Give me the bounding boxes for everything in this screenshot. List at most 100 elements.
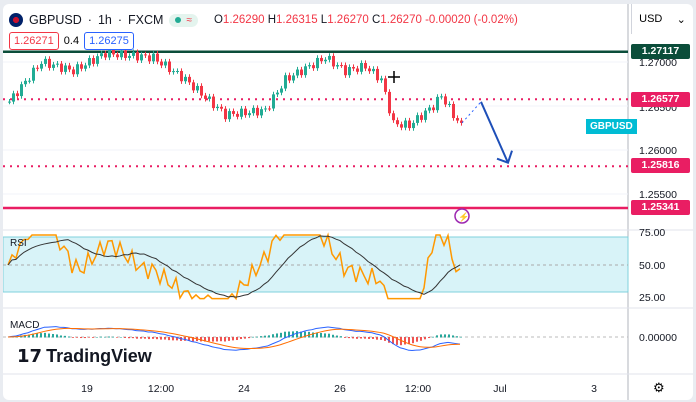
candle — [356, 68, 359, 72]
macd-histogram-bar — [296, 331, 298, 338]
macd-line — [435, 343, 441, 346]
macd-histogram-bar — [172, 337, 174, 341]
macd-line — [55, 326, 61, 328]
signal-line — [51, 328, 57, 331]
macd-line — [179, 338, 185, 340]
macd-line — [447, 341, 453, 344]
macd-histogram-bar — [40, 333, 42, 338]
level-label[interactable]: 1.27117 — [631, 44, 690, 59]
currency-select[interactable]: USD ⌄ — [631, 4, 693, 34]
signal-line — [391, 335, 397, 339]
macd-histogram-bar — [168, 337, 170, 341]
candle — [196, 85, 199, 91]
signal-line — [215, 343, 221, 346]
macd-histogram-bar — [236, 337, 238, 341]
macd-histogram-bar — [300, 331, 302, 338]
candle — [96, 56, 99, 64]
macd-line — [211, 346, 217, 349]
signal-line — [311, 332, 317, 335]
macd-label[interactable]: MACD — [10, 320, 40, 331]
ohlc-values: O1.26290 H1.26315 L1.26270 C1.26270 -0.0… — [213, 14, 518, 26]
macd-line — [311, 328, 317, 331]
candle — [36, 67, 39, 69]
candle — [20, 84, 23, 97]
candle — [296, 69, 299, 76]
candle — [136, 52, 139, 61]
macd-histogram-bar — [424, 337, 426, 340]
macd-line — [27, 330, 33, 334]
candle — [312, 65, 315, 69]
macd-histogram-bar — [232, 337, 234, 341]
macd-histogram-bar — [120, 336, 122, 338]
candle — [424, 110, 427, 120]
signal-line — [219, 344, 225, 347]
symbol-name[interactable]: GBPUSD — [29, 13, 82, 27]
macd-line — [199, 343, 205, 346]
level-label[interactable]: 1.26577 — [631, 92, 690, 107]
macd-line — [31, 329, 37, 332]
candle — [428, 107, 431, 111]
macd-line — [167, 334, 173, 337]
macd-histogram-bar — [348, 337, 350, 339]
macd-line — [291, 332, 297, 336]
signal-line — [23, 334, 29, 337]
candle — [288, 75, 291, 81]
macd-line — [215, 347, 221, 349]
macd-line — [379, 334, 385, 338]
candle — [144, 54, 147, 56]
macd-line — [267, 343, 273, 347]
signal-line — [295, 337, 301, 340]
signal-line — [39, 330, 45, 333]
candle — [84, 65, 87, 69]
signal-line — [283, 341, 289, 344]
macd-histogram-bar — [376, 337, 378, 340]
macd-line — [259, 346, 265, 348]
candle — [80, 64, 83, 69]
macd-line — [263, 345, 269, 348]
macd-histogram-bar — [456, 336, 458, 338]
macd-line — [15, 334, 21, 337]
time-tick: 24 — [238, 383, 250, 395]
macd-histogram-bar — [448, 334, 450, 338]
time-tick: 12:00 — [147, 383, 175, 395]
candle — [448, 103, 451, 105]
macd-histogram-bar — [104, 336, 106, 338]
macd-line — [39, 326, 45, 330]
macd-histogram-bar — [432, 336, 434, 338]
macd-line — [155, 332, 161, 335]
signal-line — [195, 338, 201, 341]
macd-histogram-bar — [28, 334, 30, 338]
macd-line — [151, 331, 157, 334]
candle — [452, 103, 455, 119]
tradingview-logo[interactable]: 𝟭𝟳 TradingView — [17, 346, 152, 367]
macd-line — [347, 329, 353, 332]
candle — [180, 70, 183, 82]
candle — [244, 108, 247, 116]
candle — [172, 71, 175, 73]
level-label[interactable]: 1.25816 — [631, 158, 690, 173]
chart-canvas[interactable]: ⚡ — [3, 4, 693, 400]
candle — [432, 107, 435, 111]
signal-line — [191, 337, 197, 340]
candle — [224, 108, 227, 120]
macd-histogram-bar — [328, 333, 330, 338]
market-status[interactable]: ≈ — [169, 13, 198, 27]
signal-line — [19, 335, 25, 337]
buy-button[interactable]: 1.26275 — [84, 32, 134, 50]
signal-line — [231, 346, 237, 349]
signal-line — [323, 329, 329, 332]
sell-button[interactable]: 1.26271 — [9, 32, 59, 50]
settings-icon[interactable]: ⚙ — [653, 380, 665, 395]
wave-icon: ≈ — [186, 14, 192, 26]
candle — [272, 94, 275, 109]
macd-histogram-bar — [188, 337, 190, 341]
macd-line — [351, 330, 357, 332]
rsi-label[interactable]: RSI — [10, 238, 27, 249]
time-tick: Jul — [493, 383, 507, 395]
interval[interactable]: 1h — [97, 13, 112, 27]
macd-histogram-bar — [136, 337, 138, 339]
macd-histogram-bar — [216, 337, 218, 342]
candle — [24, 80, 27, 85]
macd-line — [19, 333, 25, 336]
level-label[interactable]: 1.25341 — [631, 200, 690, 215]
